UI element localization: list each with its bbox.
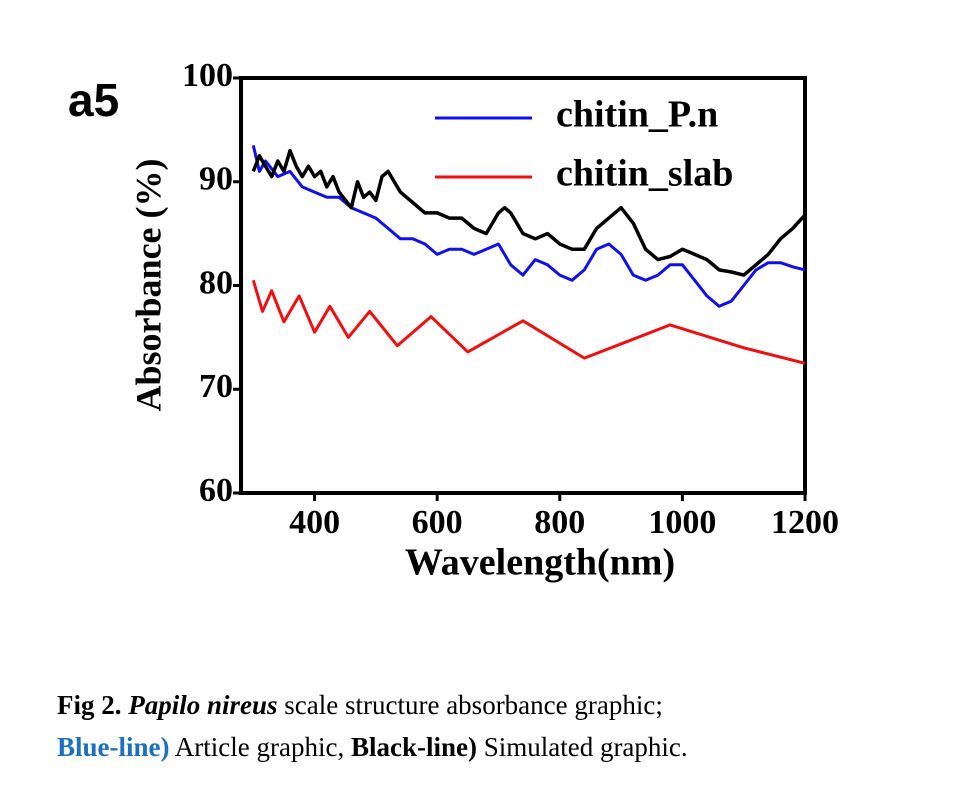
x-tick-label: 800 bbox=[534, 504, 585, 541]
fig-label: Fig 2. bbox=[57, 690, 122, 720]
x-tick-label: 1000 bbox=[648, 504, 716, 541]
x-tick-label: 400 bbox=[289, 504, 340, 541]
legend-label: chitin_slab bbox=[556, 153, 733, 195]
caption: Fig 2. Papilo nireus scale structure abs… bbox=[57, 684, 688, 768]
caption-line: Blue-line) Article graphic, Black-line) … bbox=[57, 726, 688, 768]
plot-frame bbox=[239, 76, 807, 495]
y-axis-label: Absorbance (%) bbox=[128, 159, 168, 412]
caption-text: Article graphic, bbox=[174, 732, 345, 762]
caption-line: Fig 2. Papilo nireus scale structure abs… bbox=[57, 684, 688, 726]
x-tick-label: 600 bbox=[412, 504, 463, 541]
y-tick-label: 80 bbox=[199, 264, 233, 301]
x-axis-label: Wavelength(nm) bbox=[405, 542, 675, 584]
black-label: Black-line) bbox=[350, 732, 477, 762]
chart: a5 Absorbance (%) Wavelength(nm) 60 70 80 9… bbox=[68, 57, 839, 584]
y-tick-label: 60 bbox=[199, 472, 233, 509]
y-tick-label: 90 bbox=[199, 161, 233, 198]
y-tick-label: 100 bbox=[182, 57, 233, 94]
y-tick-label: 70 bbox=[199, 368, 233, 405]
x-tick-label: 1200 bbox=[771, 504, 839, 541]
series-line bbox=[251, 148, 807, 277]
caption-text: scale structure absorbance graphic; bbox=[284, 690, 663, 720]
blue-label: Blue-line) bbox=[57, 732, 170, 762]
species: Papilo nireus bbox=[128, 690, 278, 720]
series-line bbox=[251, 145, 806, 308]
series-line bbox=[251, 279, 806, 365]
caption-text: Simulated graphic. bbox=[483, 732, 688, 762]
legend-label: chitin_P.n bbox=[556, 94, 718, 136]
panel-label: a5 bbox=[68, 74, 119, 126]
